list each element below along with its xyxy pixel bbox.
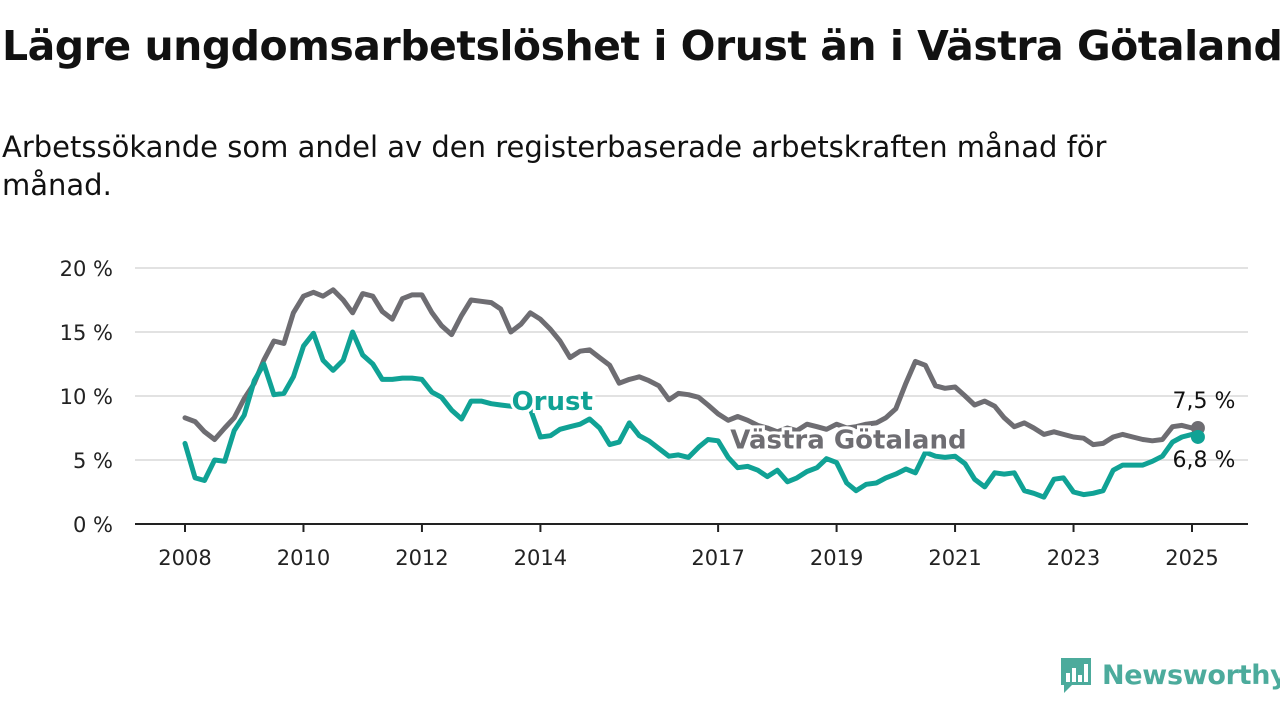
series-line-orust bbox=[182, 329, 1201, 500]
x-tick-label: 2017 bbox=[691, 546, 744, 570]
y-tick-label: 0 % bbox=[73, 513, 113, 537]
x-tick-label: 2010 bbox=[277, 546, 330, 570]
x-tick-label: 2014 bbox=[514, 546, 567, 570]
brand-name: Newsworthy bbox=[1102, 659, 1280, 691]
x-tick-label: 2008 bbox=[158, 546, 211, 570]
grid-lines bbox=[135, 267, 1248, 525]
chart-title: Lägre ungdomsarbetslöshet i Orust än i V… bbox=[2, 22, 1280, 70]
series-line-v-stra-g-taland bbox=[182, 287, 1201, 448]
x-tick-label: 2021 bbox=[928, 546, 981, 570]
y-tick-label: 15 % bbox=[60, 321, 113, 345]
x-tick-label: 2012 bbox=[395, 546, 448, 570]
newsworthy-logo-icon bbox=[1061, 658, 1091, 693]
y-tick-label: 5 % bbox=[73, 449, 113, 473]
chart-subtitle: Arbetssökande som andel av den registerb… bbox=[2, 130, 1107, 202]
x-axis-ticks: 2008 2010 2012 2014 2017 2019 2021 2023 2025 bbox=[158, 524, 1219, 570]
series-lines bbox=[182, 287, 1205, 500]
series-labels: 7,5 % 6,8 % Orust Västra Götaland bbox=[509, 384, 1236, 473]
series-end-label: 6,8 % bbox=[1172, 448, 1235, 473]
x-tick-label: 2025 bbox=[1165, 546, 1218, 570]
x-tick-label: 2023 bbox=[1047, 546, 1100, 570]
series-name-label: Orust bbox=[512, 387, 593, 417]
x-tick-label: 2019 bbox=[810, 546, 863, 570]
series-name-label: Västra Götaland bbox=[730, 426, 966, 456]
y-tick-label: 10 % bbox=[60, 385, 113, 409]
series-end-point bbox=[1190, 429, 1205, 444]
series-end-label: 7,5 % bbox=[1172, 389, 1235, 414]
y-axis-ticks: 0 % 5 % 10 % 15 % 20 % bbox=[60, 257, 113, 537]
y-tick-label: 20 % bbox=[60, 257, 113, 281]
newsworthy-brand[interactable]: Newsworthy bbox=[1058, 654, 1280, 696]
